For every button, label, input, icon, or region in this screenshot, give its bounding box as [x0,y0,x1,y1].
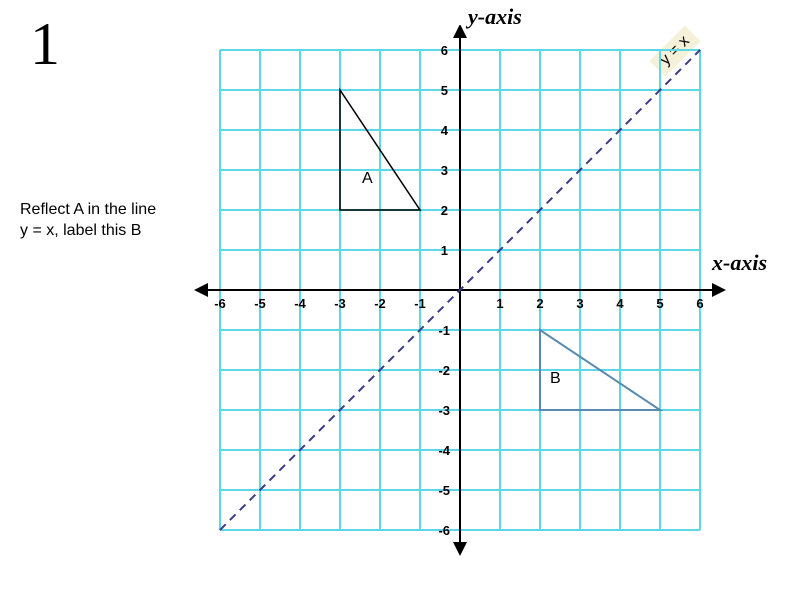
svg-text:-1: -1 [414,296,426,311]
svg-text:3: 3 [441,163,448,178]
instruction-text: Reflect A in the line y = x, label this … [20,200,160,242]
svg-text:-4: -4 [438,443,450,458]
svg-text:-4: -4 [294,296,306,311]
svg-text:-2: -2 [438,363,450,378]
svg-text:-6: -6 [438,523,450,538]
svg-text:-2: -2 [374,296,386,311]
svg-text:2: 2 [536,296,543,311]
svg-text:-6: -6 [214,296,226,311]
svg-text:-3: -3 [438,403,450,418]
svg-text:-1: -1 [438,323,450,338]
svg-text:1: 1 [496,296,503,311]
question-number: 1 [30,10,60,79]
svg-text:5: 5 [441,83,448,98]
svg-text:3: 3 [576,296,583,311]
svg-text:-5: -5 [254,296,266,311]
svg-text:6: 6 [696,296,703,311]
graph-svg: -6 -5 -4 -3 -2 -1 1 2 3 4 5 6 1 2 3 4 5 6 -1 -2 -3 -4 -5 -6 [185,25,755,570]
svg-text:-5: -5 [438,483,450,498]
svg-text:1: 1 [441,243,448,258]
svg-text:2: 2 [441,203,448,218]
svg-text:4: 4 [616,296,624,311]
svg-text:6: 6 [441,43,448,58]
svg-text:5: 5 [656,296,663,311]
svg-text:-3: -3 [334,296,346,311]
coordinate-graph: -6 -5 -4 -3 -2 -1 1 2 3 4 5 6 1 2 3 4 5 6 -1 -2 -3 -4 -5 -6 [185,25,755,570]
svg-text:4: 4 [441,123,449,138]
